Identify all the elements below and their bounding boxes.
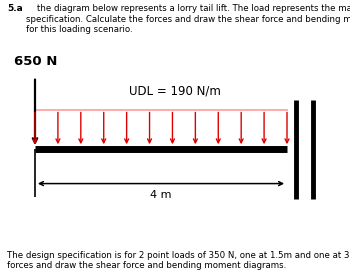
Text: 650 N: 650 N: [14, 55, 57, 68]
Text: 4 m: 4 m: [150, 190, 172, 200]
Text: UDL = 190 N/m: UDL = 190 N/m: [129, 84, 221, 97]
Text: The design specification is for 2 point loads of 350 N, one at 1.5m and one at 3: The design specification is for 2 point …: [7, 251, 350, 270]
Text: 5.a: 5.a: [7, 4, 23, 13]
Text: the diagram below represents a lorry tail lift. The load represents the maximum : the diagram below represents a lorry tai…: [26, 4, 350, 34]
